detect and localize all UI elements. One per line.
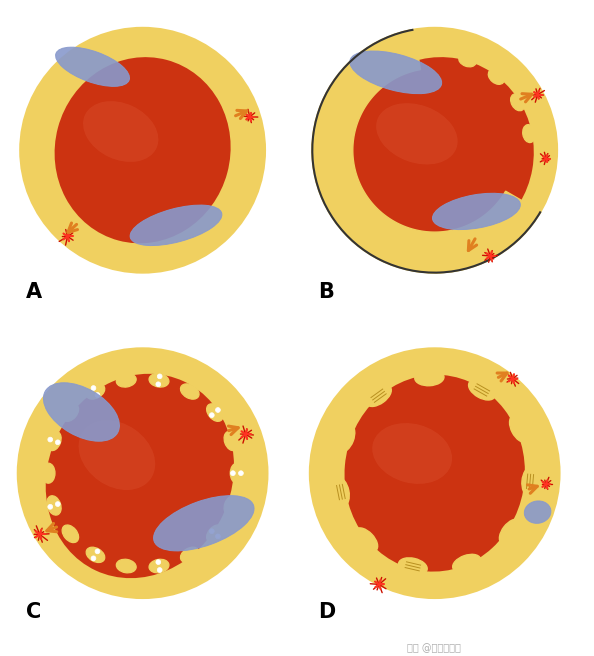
Ellipse shape	[459, 54, 476, 67]
Ellipse shape	[453, 554, 481, 573]
Ellipse shape	[78, 420, 155, 490]
Circle shape	[156, 560, 161, 565]
Ellipse shape	[83, 101, 159, 162]
Ellipse shape	[522, 467, 538, 496]
Ellipse shape	[46, 374, 234, 578]
Circle shape	[91, 556, 96, 561]
Ellipse shape	[149, 373, 169, 387]
Ellipse shape	[366, 385, 391, 407]
Ellipse shape	[376, 103, 457, 165]
Ellipse shape	[354, 528, 378, 552]
Ellipse shape	[537, 117, 552, 129]
Circle shape	[156, 382, 161, 386]
Ellipse shape	[333, 478, 349, 506]
Ellipse shape	[86, 384, 105, 399]
Ellipse shape	[500, 519, 522, 544]
Ellipse shape	[347, 57, 534, 249]
Circle shape	[91, 386, 96, 390]
Ellipse shape	[523, 125, 535, 142]
Circle shape	[209, 413, 214, 418]
Ellipse shape	[345, 375, 525, 571]
Ellipse shape	[47, 431, 61, 451]
Ellipse shape	[336, 424, 355, 452]
Ellipse shape	[62, 404, 78, 421]
Ellipse shape	[336, 483, 346, 501]
Ellipse shape	[62, 525, 78, 543]
Circle shape	[239, 471, 244, 476]
Circle shape	[310, 348, 560, 598]
Ellipse shape	[86, 547, 105, 562]
Circle shape	[95, 392, 100, 398]
Text: 知乎 @天使的珊瑚: 知乎 @天使的珊瑚	[407, 643, 460, 653]
Ellipse shape	[224, 431, 238, 451]
Ellipse shape	[43, 382, 119, 441]
Ellipse shape	[543, 160, 554, 179]
Ellipse shape	[510, 415, 529, 442]
Circle shape	[55, 502, 60, 506]
Ellipse shape	[47, 496, 61, 515]
Circle shape	[216, 407, 220, 413]
Ellipse shape	[432, 194, 520, 230]
Ellipse shape	[370, 388, 387, 403]
Circle shape	[230, 471, 235, 476]
Ellipse shape	[181, 384, 199, 399]
Circle shape	[312, 28, 557, 273]
Text: A: A	[26, 281, 42, 302]
Circle shape	[18, 348, 267, 598]
Circle shape	[20, 28, 265, 273]
Ellipse shape	[473, 383, 491, 396]
Text: C: C	[26, 602, 41, 622]
Ellipse shape	[56, 47, 129, 87]
Circle shape	[157, 567, 162, 573]
Polygon shape	[312, 30, 541, 273]
Ellipse shape	[149, 560, 169, 573]
Ellipse shape	[350, 51, 442, 94]
Ellipse shape	[372, 423, 452, 484]
Text: B: B	[318, 281, 334, 302]
Circle shape	[48, 437, 53, 442]
Circle shape	[157, 374, 162, 379]
Text: D: D	[318, 602, 335, 622]
Ellipse shape	[488, 70, 504, 85]
Circle shape	[216, 534, 220, 539]
Circle shape	[48, 504, 53, 509]
Ellipse shape	[230, 463, 244, 483]
Ellipse shape	[55, 57, 230, 243]
Circle shape	[55, 440, 60, 445]
Circle shape	[95, 549, 100, 554]
Ellipse shape	[130, 205, 222, 245]
Circle shape	[209, 529, 214, 533]
Ellipse shape	[181, 547, 199, 562]
Ellipse shape	[207, 404, 223, 421]
Ellipse shape	[469, 380, 495, 400]
Ellipse shape	[511, 94, 525, 111]
Ellipse shape	[154, 496, 254, 551]
Ellipse shape	[415, 369, 444, 386]
Ellipse shape	[399, 558, 427, 575]
Ellipse shape	[403, 561, 422, 572]
Ellipse shape	[116, 373, 136, 387]
Ellipse shape	[525, 472, 535, 491]
Ellipse shape	[207, 525, 223, 543]
Ellipse shape	[116, 560, 136, 573]
Ellipse shape	[42, 463, 55, 483]
Ellipse shape	[224, 496, 238, 515]
Ellipse shape	[525, 501, 551, 523]
